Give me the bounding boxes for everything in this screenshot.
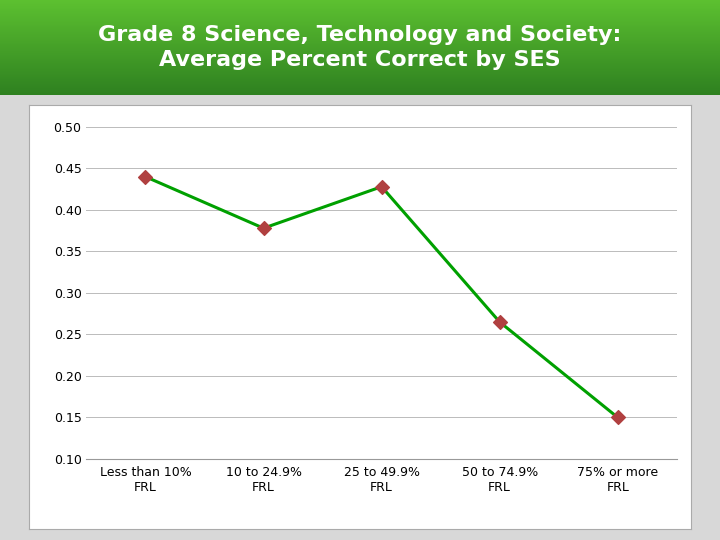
Bar <box>0 63 720 64</box>
Bar <box>0 69 720 70</box>
Bar <box>0 24 720 25</box>
Bar <box>0 1 720 2</box>
Bar <box>0 10 720 11</box>
Bar <box>0 47 720 48</box>
Bar <box>0 91 720 92</box>
Bar <box>0 12 720 13</box>
Bar <box>0 16 720 17</box>
Bar <box>0 60 720 62</box>
Bar <box>0 32 720 33</box>
Bar <box>0 40 720 42</box>
Bar <box>0 9 720 10</box>
Bar <box>0 66 720 67</box>
Bar <box>0 24 720 25</box>
Bar <box>0 45 720 46</box>
Point <box>612 413 624 422</box>
Bar <box>0 26 720 28</box>
Bar <box>0 38 720 39</box>
Point <box>258 224 269 233</box>
Bar <box>0 85 720 86</box>
Bar <box>0 9 720 10</box>
Bar <box>0 79 720 80</box>
Bar <box>0 35 720 36</box>
Bar <box>0 37 720 38</box>
Point <box>140 172 151 181</box>
Bar <box>0 72 720 73</box>
Bar <box>0 36 720 37</box>
Bar <box>0 51 720 52</box>
Bar <box>0 90 720 91</box>
Bar <box>0 81 720 82</box>
Bar <box>0 87 720 88</box>
Bar <box>0 64 720 65</box>
Bar <box>0 80 720 81</box>
Bar <box>0 55 720 56</box>
Bar <box>0 93 720 94</box>
Bar <box>0 34 720 35</box>
Bar <box>0 76 720 77</box>
Bar <box>0 62 720 63</box>
Bar <box>0 29 720 30</box>
Bar <box>0 52 720 53</box>
Bar <box>0 89 720 90</box>
Bar <box>0 68 720 69</box>
Bar <box>0 71 720 72</box>
Bar <box>0 30 720 31</box>
Bar <box>0 13 720 14</box>
Bar <box>0 22 720 23</box>
Bar <box>0 50 720 51</box>
Bar <box>0 54 720 55</box>
Bar <box>0 18 720 19</box>
Bar <box>0 84 720 85</box>
Text: Grade 8 Science, Technology and Society:
Average Percent Correct by SES: Grade 8 Science, Technology and Society:… <box>99 25 621 70</box>
Bar <box>0 78 720 79</box>
Bar <box>0 2 720 3</box>
Bar <box>0 77 720 78</box>
Bar <box>0 31 720 32</box>
Bar <box>0 25 720 26</box>
Bar <box>0 8 720 9</box>
Bar <box>0 86 720 87</box>
Bar <box>0 83 720 84</box>
Bar <box>0 39 720 40</box>
Bar <box>0 6 720 8</box>
Bar <box>0 46 720 47</box>
Bar <box>0 15 720 16</box>
Bar <box>0 11 720 12</box>
Bar <box>0 56 720 57</box>
Bar <box>0 75 720 76</box>
Bar <box>0 4 720 5</box>
Bar <box>0 59 720 60</box>
Bar <box>0 57 720 58</box>
Bar <box>0 82 720 83</box>
Bar <box>0 33 720 34</box>
Bar <box>0 3 720 4</box>
Bar <box>0 14 720 15</box>
Bar <box>0 21 720 22</box>
Bar <box>0 19 720 20</box>
Bar <box>0 92 720 93</box>
Bar <box>0 23 720 24</box>
Bar <box>0 28 720 29</box>
Bar <box>0 17 720 18</box>
Bar <box>0 67 720 68</box>
Bar <box>0 42 720 43</box>
Bar <box>0 43 720 44</box>
Bar <box>0 88 720 89</box>
Point <box>494 318 505 326</box>
Bar <box>0 49 720 50</box>
Bar <box>0 48 720 49</box>
Point <box>376 183 387 191</box>
Bar <box>0 44 720 45</box>
Bar <box>0 74 720 75</box>
Bar <box>0 65 720 66</box>
Bar <box>0 70 720 71</box>
Bar <box>0 0 720 1</box>
Bar <box>0 53 720 54</box>
Bar <box>0 20 720 21</box>
